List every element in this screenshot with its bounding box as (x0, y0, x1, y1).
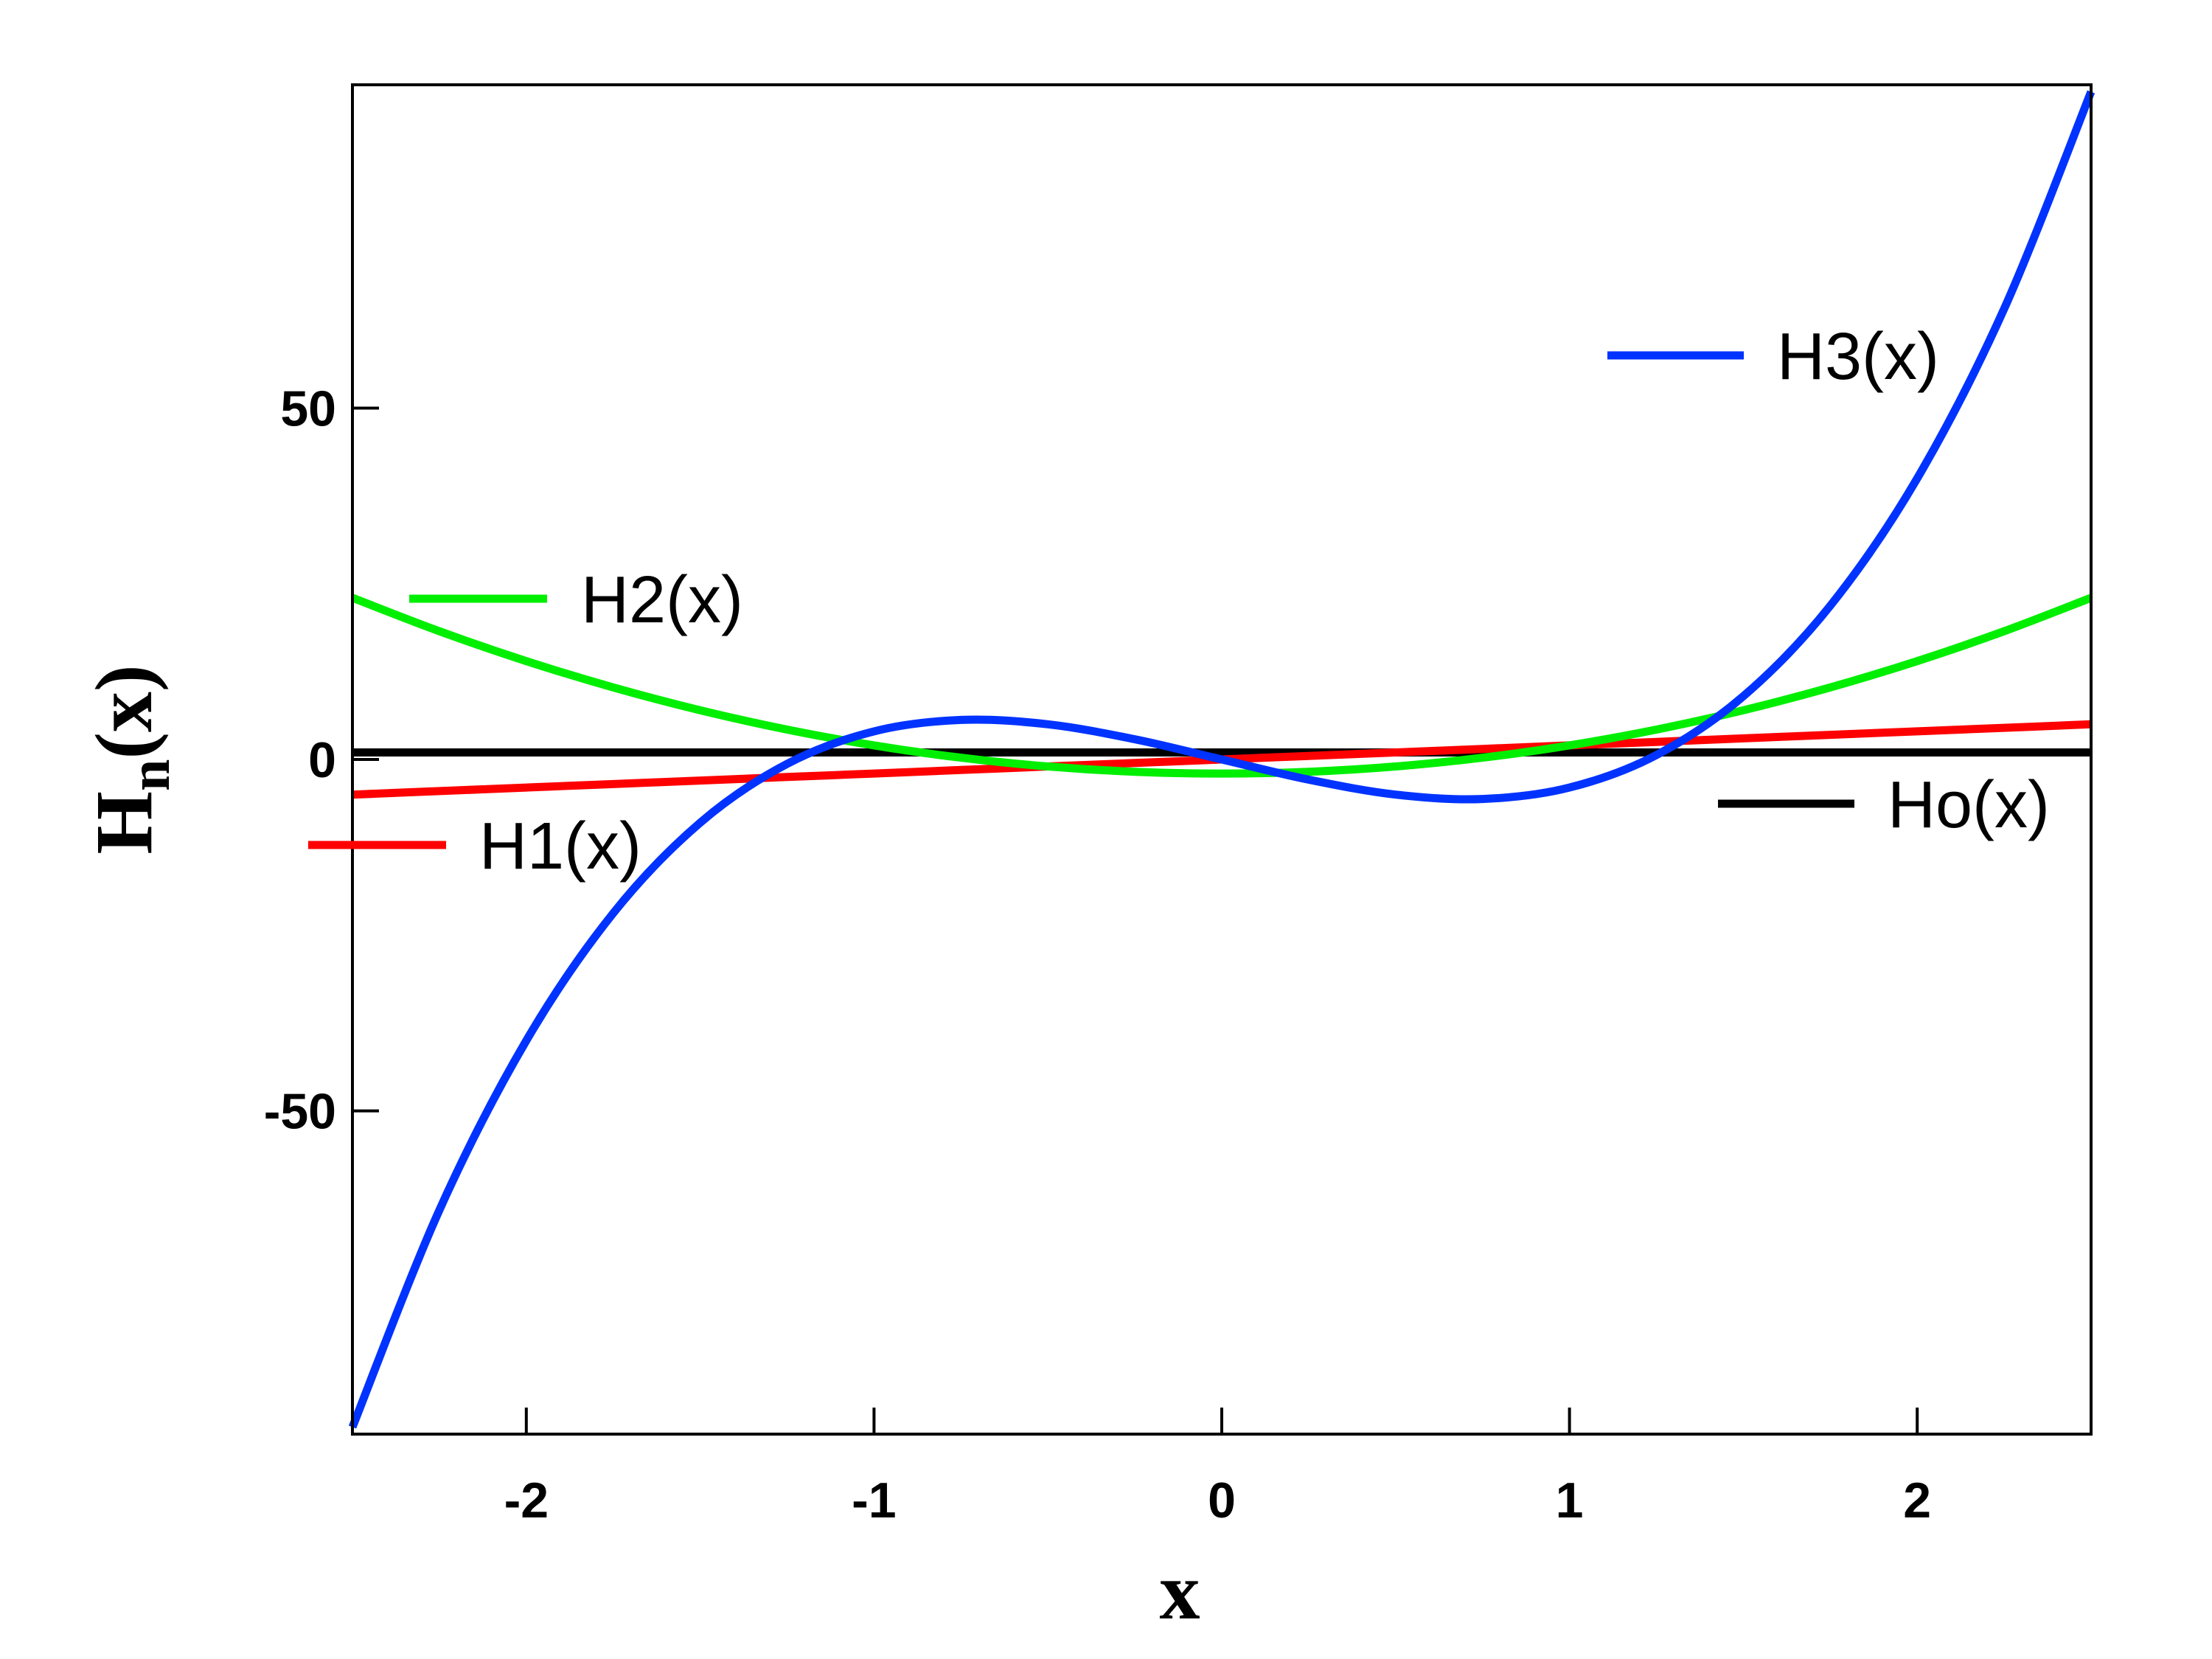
y-axis-title: Hn(x) (79, 664, 181, 854)
x-tick-label: 2 (1903, 1472, 1931, 1528)
legend-label: H1(x) (479, 810, 641, 883)
ticks-layer: -2 -1 0 1 2 -50 0 50 (264, 380, 1931, 1528)
series-layer (348, 90, 2096, 1429)
y-axis-title-suffix: (x) (79, 664, 169, 759)
legend-entry-h2-x: H2(x) (409, 563, 743, 637)
legend-layer: Ho(x) H1(x) H2(x) H3(x) (308, 320, 2050, 883)
y-tick-label: 50 (280, 380, 336, 437)
legend-entry-h1-x: H1(x) (308, 810, 641, 883)
y-tick-label: -50 (264, 1084, 336, 1140)
legend-label: H3(x) (1777, 320, 1939, 394)
y-axis-title-main: H (79, 791, 169, 855)
y-tick-label: 0 (308, 732, 336, 788)
legend-label: Ho(x) (1888, 768, 2050, 842)
legend-entry-ho-x: Ho(x) (1718, 768, 2050, 842)
x-tick-label: 0 (1208, 1472, 1236, 1528)
legend-entry-h3-x: H3(x) (1607, 320, 1939, 394)
legend-label: H2(x) (581, 563, 743, 637)
y-axis-title-subscript: n (117, 759, 181, 791)
series-line-h3-x (348, 90, 2096, 1429)
x-tick-label: -1 (852, 1472, 896, 1528)
x-tick-label: -2 (504, 1472, 549, 1528)
series-line-h2-x (351, 594, 2093, 778)
x-tick-label: 1 (1556, 1472, 1584, 1528)
x-axis-title: x (1160, 1546, 1200, 1636)
